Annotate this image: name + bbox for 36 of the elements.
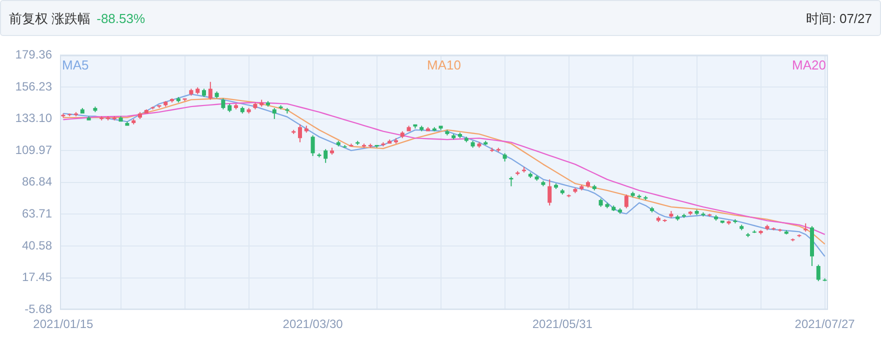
candlestick: [112, 116, 116, 120]
text: -88.53%: [96, 11, 146, 26]
y-tick-label: -5.68: [24, 302, 52, 316]
candlestick: [362, 144, 366, 148]
candlestick: [516, 171, 520, 176]
candlestick: [394, 138, 398, 144]
y-tick-label: 179.36: [15, 48, 52, 62]
candlestick: [509, 176, 514, 186]
candlestick: [688, 211, 692, 216]
candlestick: [374, 145, 379, 148]
candlestick: [804, 223, 808, 232]
y-tick-label: 156.23: [15, 79, 52, 94]
y-tick-label: 40.58: [22, 238, 52, 252]
candlestick: [100, 116, 104, 120]
candlestick: [349, 144, 354, 146]
text: MA20: [792, 57, 826, 72]
candlestick: [278, 105, 283, 110]
candlestick: [86, 116, 91, 120]
text: MA5: [62, 57, 89, 72]
candlestick: [106, 116, 110, 120]
y-tick-label: 86.84: [22, 174, 52, 189]
x-tick-label: 2021/03/30: [282, 317, 344, 332]
text: 时间: 07/27: [806, 10, 872, 28]
chart-title: 前复权 涨跌幅: [9, 11, 91, 26]
y-tick-label: 63.71: [22, 206, 52, 221]
x-tick-label: 2021/05/31: [532, 317, 593, 332]
candlestick: [157, 105, 162, 108]
candlestick: [368, 144, 372, 148]
y-tick-label: 133.10: [15, 111, 52, 126]
x-tick-label: 2021/01/15: [33, 317, 94, 332]
candlestick: [125, 122, 130, 126]
x-tick-label: 2021/07/27: [794, 317, 856, 332]
y-tick-label: 17.45: [22, 270, 52, 284]
candlestick: [426, 127, 430, 132]
y-tick-label: 109.97: [15, 142, 52, 157]
text: MA10: [427, 57, 461, 72]
